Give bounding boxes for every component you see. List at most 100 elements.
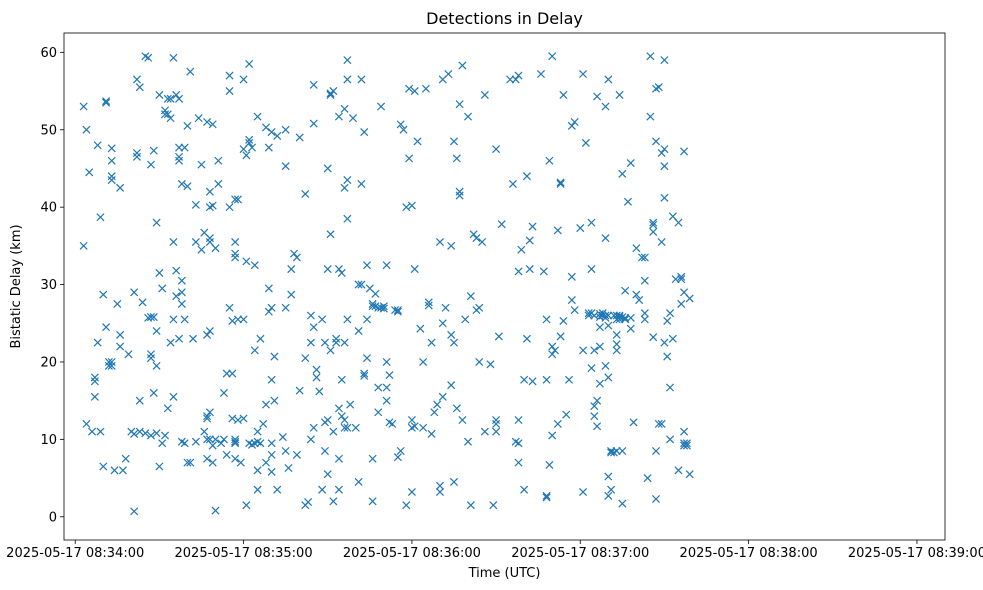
data-point: [360, 369, 369, 378]
data-point: [590, 346, 599, 355]
data-point: [623, 197, 632, 206]
data-point: [132, 152, 141, 161]
data-point: [138, 298, 147, 307]
data-point: [640, 253, 649, 262]
data-point: [539, 267, 548, 276]
data-point: [441, 303, 450, 312]
data-point: [334, 485, 343, 494]
data-point: [651, 494, 661, 504]
data-point: [132, 148, 141, 158]
data-point: [536, 70, 545, 79]
data-point: [166, 94, 175, 103]
data-point: [480, 90, 489, 99]
data-point: [497, 220, 506, 229]
data-point: [267, 303, 276, 312]
data-point: [626, 313, 635, 322]
data-point: [104, 357, 113, 366]
data-point: [402, 501, 411, 510]
data-point: [570, 306, 579, 315]
data-point: [640, 309, 649, 318]
data-point: [214, 179, 223, 188]
data-point: [256, 334, 265, 343]
data-point: [579, 346, 588, 355]
data-point: [177, 299, 186, 308]
data-point: [654, 83, 663, 92]
data-point: [160, 110, 170, 119]
data-point: [197, 245, 206, 254]
data-point: [447, 381, 456, 390]
data-point: [360, 371, 369, 380]
data-point: [382, 357, 391, 366]
data-point: [175, 152, 184, 161]
data-point: [379, 304, 388, 313]
data-point: [514, 415, 523, 425]
data-point: [461, 315, 470, 324]
data-point: [435, 237, 444, 247]
data-point: [407, 415, 416, 425]
data-point: [205, 326, 214, 336]
data-point: [371, 289, 380, 298]
data-point: [287, 290, 296, 299]
y-tick-label: 40: [40, 201, 57, 216]
data-point: [360, 128, 369, 137]
data-point: [152, 429, 161, 438]
data-point: [253, 112, 262, 121]
data-point: [576, 224, 585, 233]
data-point: [522, 334, 531, 343]
data-point: [102, 323, 111, 332]
data-point: [166, 338, 175, 347]
data-point: [595, 323, 604, 332]
data-point: [593, 396, 602, 405]
data-point: [231, 249, 240, 258]
data-point: [435, 487, 444, 497]
data-point: [329, 497, 338, 506]
data-point: [301, 354, 310, 363]
data-point: [368, 454, 377, 463]
data-point: [407, 201, 416, 210]
data-point: [332, 334, 341, 343]
data-point: [239, 315, 248, 324]
data-point: [649, 218, 658, 227]
data-point: [169, 53, 178, 62]
data-point: [475, 357, 484, 366]
data-point: [295, 133, 304, 142]
data-point: [618, 499, 627, 508]
data-point: [427, 338, 436, 347]
data-point: [362, 354, 372, 363]
data-point: [464, 112, 473, 121]
data-point: [604, 491, 613, 500]
data-point: [382, 261, 391, 270]
data-point: [357, 280, 366, 289]
data-point: [93, 141, 102, 150]
data-point: [438, 392, 447, 401]
data-point: [239, 414, 248, 423]
data-point: [203, 454, 212, 463]
data-point: [177, 288, 186, 297]
data-point: [191, 200, 200, 209]
data-point: [604, 472, 613, 481]
data-point: [172, 292, 181, 301]
data-point: [267, 467, 276, 476]
data-point: [618, 169, 627, 178]
y-tick-label: 60: [40, 46, 57, 61]
data-point: [458, 415, 467, 425]
data-point: [444, 70, 453, 79]
data-point: [158, 439, 167, 448]
data-point: [629, 418, 638, 427]
data-point: [231, 435, 240, 444]
data-point: [567, 272, 576, 281]
data-point: [343, 315, 352, 324]
data-point: [525, 236, 534, 245]
data-point: [323, 265, 332, 274]
data-point: [219, 435, 228, 444]
data-point: [191, 437, 200, 446]
data-point: [548, 52, 557, 61]
data-point: [337, 268, 346, 277]
data-point: [326, 90, 335, 99]
data-point: [663, 316, 672, 325]
data-point: [548, 350, 557, 359]
data-point: [492, 427, 501, 436]
data-point: [419, 423, 428, 432]
data-point: [601, 311, 610, 320]
